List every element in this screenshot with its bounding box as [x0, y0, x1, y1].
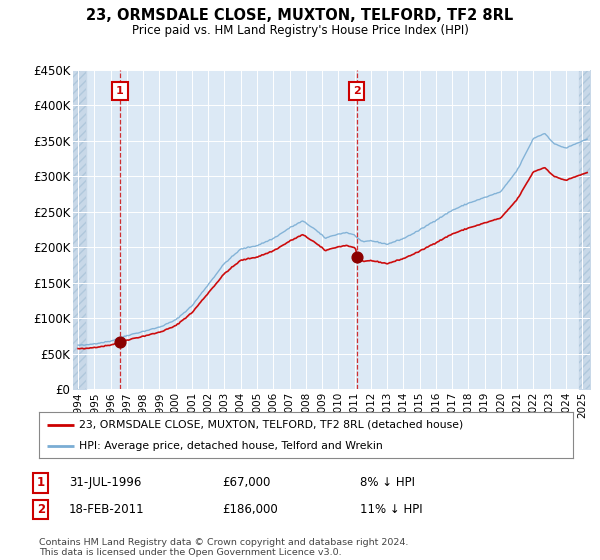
Text: 11% ↓ HPI: 11% ↓ HPI: [360, 503, 422, 516]
Text: 2: 2: [37, 503, 45, 516]
Text: 2: 2: [353, 86, 361, 96]
Bar: [73, 63, 86, 389]
Text: HPI: Average price, detached house, Telford and Wrekin: HPI: Average price, detached house, Telf…: [79, 441, 383, 451]
Point: [352, 253, 361, 262]
Point: [115, 337, 125, 346]
Text: 23, ORMSDALE CLOSE, MUXTON, TELFORD, TF2 8RL (detached house): 23, ORMSDALE CLOSE, MUXTON, TELFORD, TF2…: [79, 419, 463, 430]
Text: £67,000: £67,000: [222, 476, 271, 489]
Text: £186,000: £186,000: [222, 503, 278, 516]
Text: Price paid vs. HM Land Registry's House Price Index (HPI): Price paid vs. HM Land Registry's House …: [131, 24, 469, 37]
Text: 23, ORMSDALE CLOSE, MUXTON, TELFORD, TF2 8RL: 23, ORMSDALE CLOSE, MUXTON, TELFORD, TF2…: [86, 8, 514, 24]
Text: 1: 1: [37, 476, 45, 489]
Text: 1: 1: [116, 86, 124, 96]
Bar: [579, 63, 590, 389]
Text: 31-JUL-1996: 31-JUL-1996: [69, 476, 142, 489]
Text: 18-FEB-2011: 18-FEB-2011: [69, 503, 145, 516]
Text: Contains HM Land Registry data © Crown copyright and database right 2024.
This d: Contains HM Land Registry data © Crown c…: [39, 538, 409, 557]
Text: 8% ↓ HPI: 8% ↓ HPI: [360, 476, 415, 489]
